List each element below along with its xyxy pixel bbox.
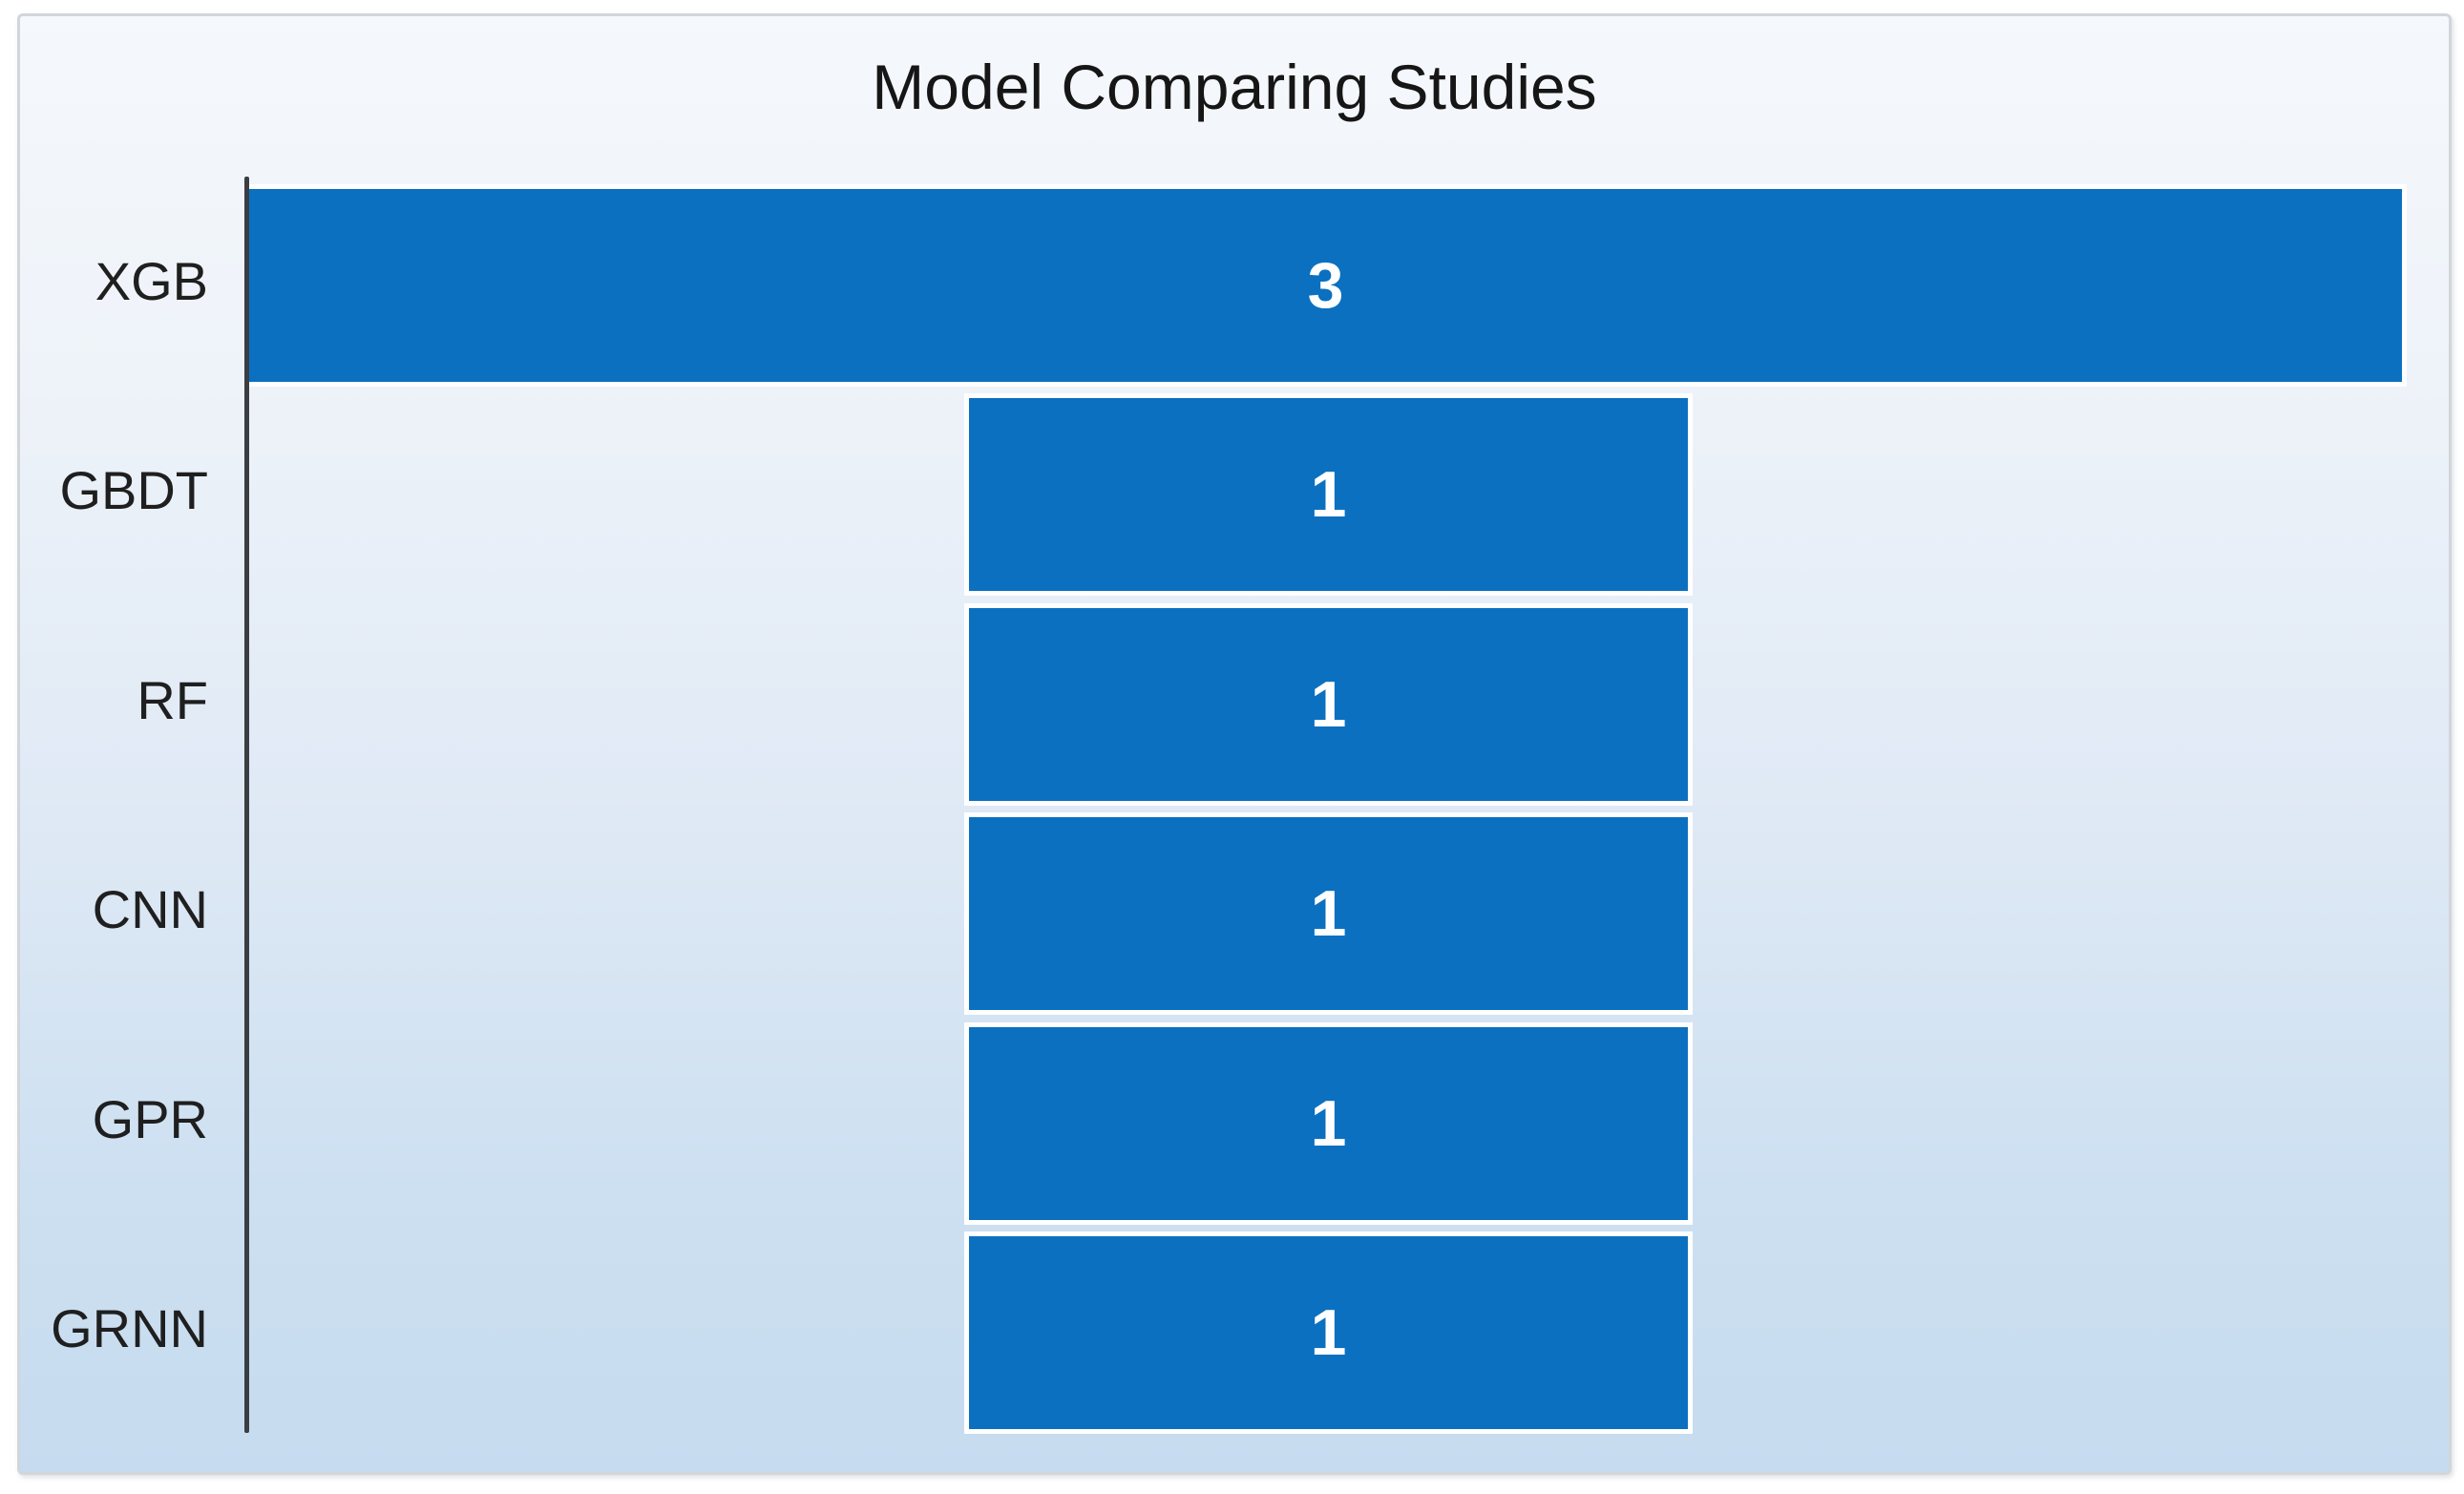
chart-frame: Model Comparing Studies XGB GBDT RF CNN GPR G…: [17, 13, 2452, 1475]
bar-value-label: 1: [1310, 668, 1347, 741]
bar-gpr: 1: [964, 1022, 1693, 1225]
category-label-gpr: GPR: [92, 1088, 208, 1149]
bar-value-label: 1: [1310, 1087, 1347, 1160]
category-label-grnn: GRNN: [51, 1297, 208, 1358]
category-axis-labels: XGB GBDT RF CNN GPR GRNN: [20, 184, 208, 1435]
chart-title: Model Comparing Studies: [872, 52, 1597, 122]
category-axis-line: [244, 177, 249, 1433]
plot-area: 3 1 1 1 1 1: [249, 184, 2407, 1435]
bar-xgb: 3: [249, 184, 2407, 387]
category-label-gbdt: GBDT: [59, 459, 208, 520]
category-label-xgb: XGB: [95, 250, 208, 311]
bar-cnn: 1: [964, 812, 1693, 1015]
bar-gbdt: 1: [964, 393, 1693, 596]
bar-rf: 1: [964, 603, 1693, 806]
bar-value-label: 1: [1310, 877, 1347, 950]
bar-grnn: 1: [964, 1231, 1693, 1434]
category-label-rf: RF: [137, 669, 208, 730]
bar-value-label: 1: [1310, 1296, 1347, 1369]
category-label-cnn: CNN: [92, 878, 208, 939]
bar-value-label: 3: [1307, 249, 1344, 322]
bar-value-label: 1: [1310, 458, 1347, 531]
